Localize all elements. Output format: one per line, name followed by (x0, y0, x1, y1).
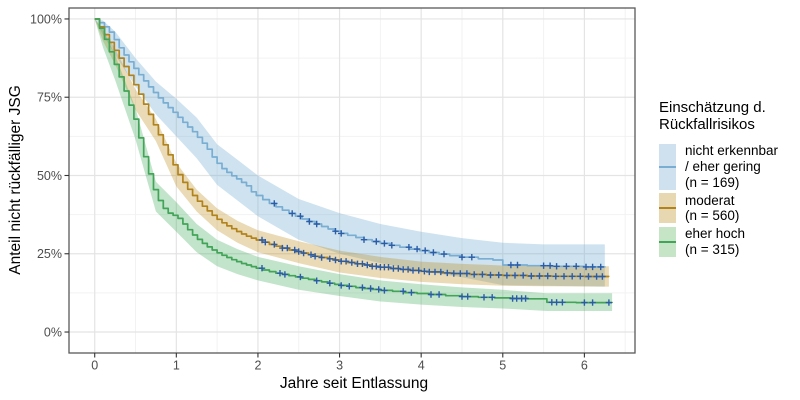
svg-text:0: 0 (91, 359, 98, 373)
legend-key-swatch-hoch (659, 227, 676, 258)
svg-text:1: 1 (173, 359, 180, 373)
legend-label-line: (n = 169) (685, 174, 740, 190)
legend-key-line-icon (659, 207, 676, 210)
legend: Einschätzung d. Rückfallrisikos nicht er… (659, 99, 778, 258)
legend-item-hoch: eher hoch (n = 315) (659, 226, 778, 258)
y-axis-title: Anteil nicht rückfälliger JSG (7, 85, 24, 275)
legend-key-swatch-moderat (659, 193, 676, 224)
svg-text:3: 3 (336, 359, 343, 373)
legend-item-label: moderat (n = 560) (685, 193, 739, 225)
legend-label-line: / eher gering (685, 158, 761, 174)
legend-item-gering: nicht erkennbar / eher gering (n = 169) (659, 143, 778, 191)
legend-label-line: (n = 560) (685, 208, 740, 224)
svg-text:6: 6 (581, 359, 588, 373)
legend-items: nicht erkennbar / eher gering (n = 169) … (659, 143, 778, 258)
legend-title-line-2: Rückfallrisikos (659, 116, 755, 134)
svg-text:0%: 0% (44, 325, 62, 339)
legend-label-line: moderat (685, 192, 735, 208)
legend-key-swatch-gering (659, 143, 676, 190)
svg-text:50%: 50% (37, 169, 62, 183)
legend-label-line: (n = 315) (685, 242, 740, 258)
legend-label-line: nicht erkennbar (685, 142, 779, 158)
legend-item-label: eher hoch (n = 315) (685, 226, 745, 258)
svg-text:75%: 75% (37, 91, 62, 105)
legend-key-line-icon (659, 241, 676, 244)
svg-text:4: 4 (418, 359, 425, 373)
x-axis-title: Jahre seit Entlassung (279, 375, 429, 392)
legend-key-line-icon (659, 165, 676, 168)
svg-text:5: 5 (499, 359, 506, 373)
svg-text:100%: 100% (30, 12, 62, 26)
legend-item-moderat: moderat (n = 560) (659, 193, 778, 225)
legend-item-label: nicht erkennbar / eher gering (n = 169) (685, 143, 778, 191)
svg-text:25%: 25% (37, 247, 62, 261)
svg-text:2: 2 (254, 359, 261, 373)
legend-title: Einschätzung d. Rückfallrisikos (659, 99, 778, 134)
legend-title-line-1: Einschätzung d. (659, 99, 766, 116)
legend-label-line: eher hoch (685, 226, 746, 242)
